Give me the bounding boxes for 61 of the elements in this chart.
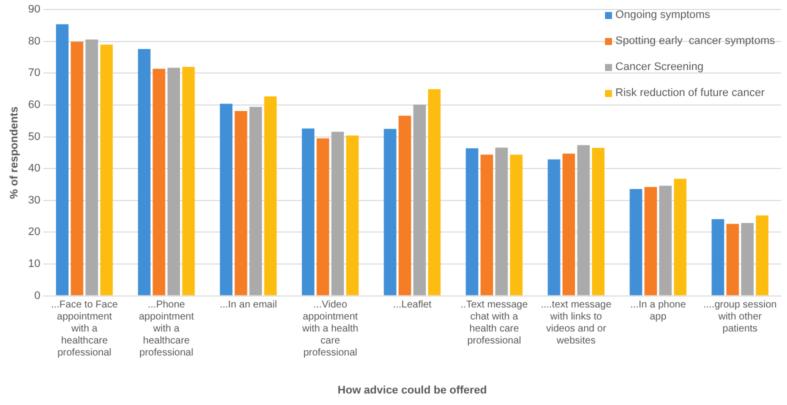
bar [756, 215, 768, 296]
x-axis-title: How advice could be offered [338, 384, 487, 396]
bar [302, 128, 314, 296]
bar [630, 188, 642, 296]
x-tick-label: ....text message with links to videos and or websites [540, 300, 612, 347]
bar [384, 128, 396, 296]
bar [674, 178, 686, 296]
x-tick-label: ...Leaflet [393, 300, 432, 311]
bar [86, 39, 98, 296]
x-tick-label: ...Face to Face appointment with a healthcare professional [51, 300, 118, 359]
x-tick-label: ....group session with other patients [703, 300, 777, 335]
legend-label: Risk reduction of future cancer [615, 87, 765, 99]
legend-label: Spotting early cancer symptoms [615, 35, 775, 47]
x-tick-label: ...In a phone app [630, 300, 686, 323]
bar [398, 116, 412, 296]
bar [167, 68, 180, 296]
bar [56, 24, 69, 296]
x-tick-label: ...In an email [220, 300, 277, 311]
bar [577, 145, 590, 296]
bar [562, 154, 576, 296]
y-tick-label: 60 [28, 99, 40, 112]
y-tick-label: 10 [28, 258, 40, 270]
x-tick-label: ...Phone appointment with a healthcare professional [138, 300, 194, 359]
bar [712, 219, 724, 296]
y-tick-label: 70 [28, 67, 40, 80]
x-tick-label: ...Video appointment with a health care professional [301, 300, 358, 359]
y-tick-label: 30 [28, 194, 40, 206]
bar [346, 136, 359, 296]
bar [466, 148, 478, 296]
y-axis-title: % of respondents [8, 106, 21, 199]
y-tick-label: 90 [28, 4, 40, 16]
bar [644, 187, 657, 296]
legend-label: Cancer Screening [615, 61, 704, 73]
bar [138, 49, 151, 296]
bar [100, 44, 113, 296]
bar [510, 154, 523, 296]
bar [70, 42, 84, 296]
y-tick-label: 80 [28, 35, 40, 48]
bar [495, 148, 508, 296]
bar [592, 148, 605, 296]
bar [548, 159, 560, 296]
bar [249, 106, 262, 296]
bar [428, 89, 441, 296]
y-tick-label: 40 [28, 162, 40, 175]
bar [220, 104, 232, 296]
bar [234, 111, 248, 296]
bar [659, 186, 672, 296]
bar [182, 66, 195, 296]
bar [726, 224, 739, 296]
bar [741, 222, 754, 296]
y-tick-label: 50 [28, 130, 40, 143]
bar [264, 96, 277, 296]
bar [152, 68, 166, 296]
y-tick-label: 20 [28, 226, 40, 238]
bar [413, 104, 426, 296]
legend-label: Ongoing symptoms [615, 9, 710, 21]
bar [480, 154, 494, 296]
bar [316, 138, 330, 296]
y-tick-label: 0 [34, 290, 40, 302]
bar [331, 132, 344, 296]
x-tick-label: ..Text message chat with a health care professional [460, 300, 528, 347]
